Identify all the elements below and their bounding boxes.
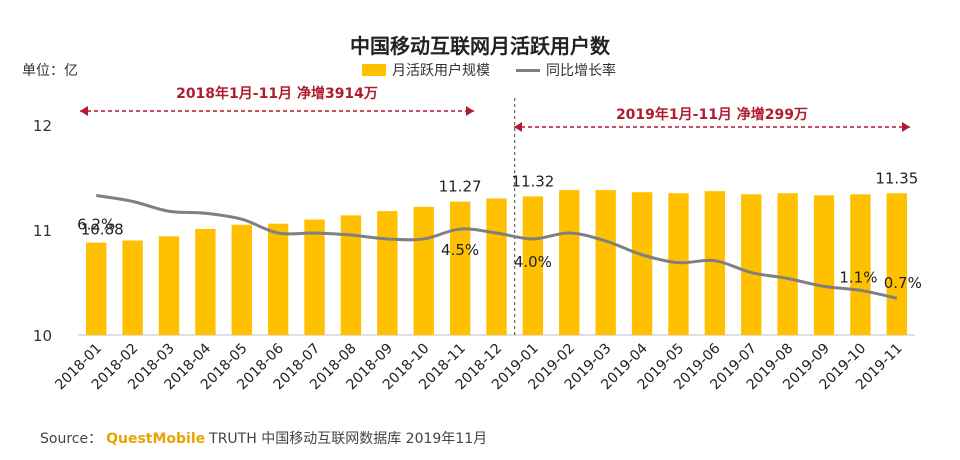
source-brand: QuestMobile: [106, 431, 206, 447]
source-note: Source： QuestMobile TRUTH 中国移动互联网数据库 2019年…: [40, 428, 487, 448]
bar-value-label: 11.35: [875, 169, 918, 187]
bar: [850, 194, 871, 335]
bar: [231, 224, 252, 335]
bar: [267, 223, 289, 335]
bar: [486, 198, 507, 335]
bar: [595, 190, 616, 335]
growth-rate-line: [95, 193, 898, 300]
bar: [158, 236, 180, 335]
bar-value-label: 11.32: [511, 172, 554, 190]
rate-value-label: 6.2%: [77, 215, 115, 233]
bar: [340, 215, 362, 335]
bar: [377, 211, 398, 335]
bar: [86, 242, 107, 335]
arrow-head-left: [514, 122, 522, 132]
arrow-head-right: [902, 122, 910, 132]
bar: [559, 190, 580, 335]
legend-line-swatch: [516, 68, 540, 72]
bar: [741, 194, 762, 335]
bar: [777, 193, 798, 335]
y-tick-label: 12: [33, 117, 52, 135]
source-suffix: TRUTH 中国移动互联网数据库 2019年11月: [209, 431, 488, 447]
y-tick-label: 11: [33, 222, 52, 240]
legend-bar-swatch: [362, 64, 386, 76]
bar-value-label: 10.88: [81, 221, 124, 239]
period-annotation: 2018年1月-11月 净增3914万: [176, 85, 378, 102]
bar: [413, 206, 434, 335]
bar: [886, 193, 907, 335]
bar: [449, 201, 471, 335]
rate-value-label: 4.0%: [514, 253, 552, 271]
bar: [631, 192, 653, 335]
chart-title: 中国移动互联网月活跃用户数: [350, 34, 610, 58]
source-prefix: Source：: [40, 431, 103, 447]
legend-line-label: 同比增长率: [546, 63, 616, 79]
y-tick-label: 10: [33, 327, 52, 345]
period-annotation: 2019年1月-11月 净增299万: [616, 106, 808, 123]
arrow-head-left: [80, 106, 88, 116]
bar-value-label: 11.27: [439, 178, 482, 196]
bar: [813, 195, 835, 335]
arrow-head-right: [466, 106, 474, 116]
rate-value-label: 4.5%: [441, 241, 479, 259]
rate-value-label: 0.7%: [884, 274, 922, 292]
rate-value-label: 1.1%: [839, 268, 877, 286]
bar: [704, 191, 726, 335]
legend: 月活跃用户规模 同比增长率: [362, 60, 616, 80]
bar: [522, 196, 544, 335]
legend-bar-label: 月活跃用户规模: [392, 63, 490, 79]
bar: [304, 219, 325, 335]
bar: [195, 228, 216, 335]
unit-label: 单位：亿: [22, 63, 78, 79]
bar: [122, 240, 143, 335]
